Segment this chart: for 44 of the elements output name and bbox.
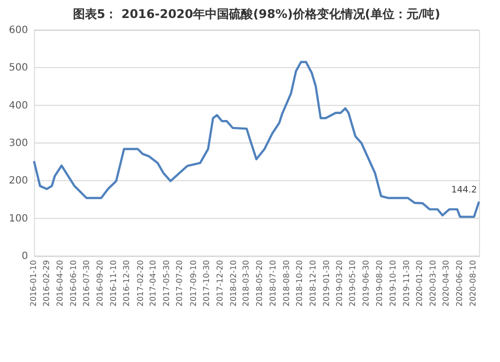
x-tick-label: 2016-11-10: [109, 260, 118, 306]
x-tick-label: 2018-02-10: [229, 260, 238, 306]
x-tick-label: 2017-02-20: [136, 260, 145, 306]
x-tick-label: 2017-10-30: [202, 260, 212, 306]
x-tick-label: 2018-07-10: [268, 260, 278, 306]
x-tick-label: 2019-11-30: [402, 260, 411, 306]
x-tick-label: 2017-12-20: [215, 260, 224, 306]
y-tick-label: 300: [8, 138, 28, 149]
x-tick-label: 2018-08-30: [282, 260, 291, 306]
x-tick-label: 2017-05-30: [162, 260, 171, 306]
x-tick-label: 2020-03-10: [428, 260, 438, 306]
x-tick-label: 2019-06-30: [362, 260, 371, 306]
x-tick-label: 2019-05-10: [348, 260, 358, 306]
y-tick-label: 500: [8, 62, 28, 74]
x-tick-label: 2017-09-10: [188, 260, 198, 306]
y-tick-label: 0: [22, 251, 28, 262]
line-series: [32, 60, 480, 218]
x-tick-label: 2017-04-10: [148, 260, 158, 306]
x-tick-label: 2019-08-20: [375, 260, 384, 306]
x-tick-label: 2016-02-29: [42, 260, 52, 306]
x-tick-label: 2019-10-10: [388, 260, 398, 306]
y-tick-label: 200: [8, 176, 28, 187]
x-tick-label: 2016-04-20: [56, 260, 65, 306]
y-tick-label: 400: [8, 100, 28, 112]
x-tick-label: 2020-01-20: [415, 260, 424, 306]
x-tick-label: 2020-08-10: [468, 260, 478, 306]
x-tick-label: 2018-10-20: [295, 260, 304, 306]
x-tick-label: 2017-07-20: [175, 260, 184, 306]
y-tick-label: 100: [8, 213, 28, 224]
x-tick-label: 2016-07-30: [82, 260, 92, 306]
x-tick-label: 2018-05-20: [255, 260, 264, 306]
x-tick-label: 2018-03-30: [242, 260, 251, 306]
x-tick-label: 2016-01-10: [29, 260, 38, 306]
x-tick-label: 2019-01-30: [322, 260, 331, 306]
annotation: 144.2: [451, 186, 477, 196]
y-tick-label: 600: [8, 25, 28, 36]
x-tick-label: 2016-06-10: [68, 260, 78, 306]
x-tick-label: 2016-09-20: [96, 260, 105, 306]
x-tick-label: 2016-12-30: [122, 260, 132, 306]
x-tick-label: 2020-04-30: [442, 260, 451, 306]
x-tick-label: 2019-03-20: [334, 260, 344, 306]
x-tick-label: 2020-06-20: [455, 260, 464, 306]
chart-title: 图表5： 2016-2020年中国硫酸(98%)价格变化情况(单位：元/吨): [72, 7, 440, 21]
x-tick-label: 2018-12-10: [308, 260, 318, 306]
